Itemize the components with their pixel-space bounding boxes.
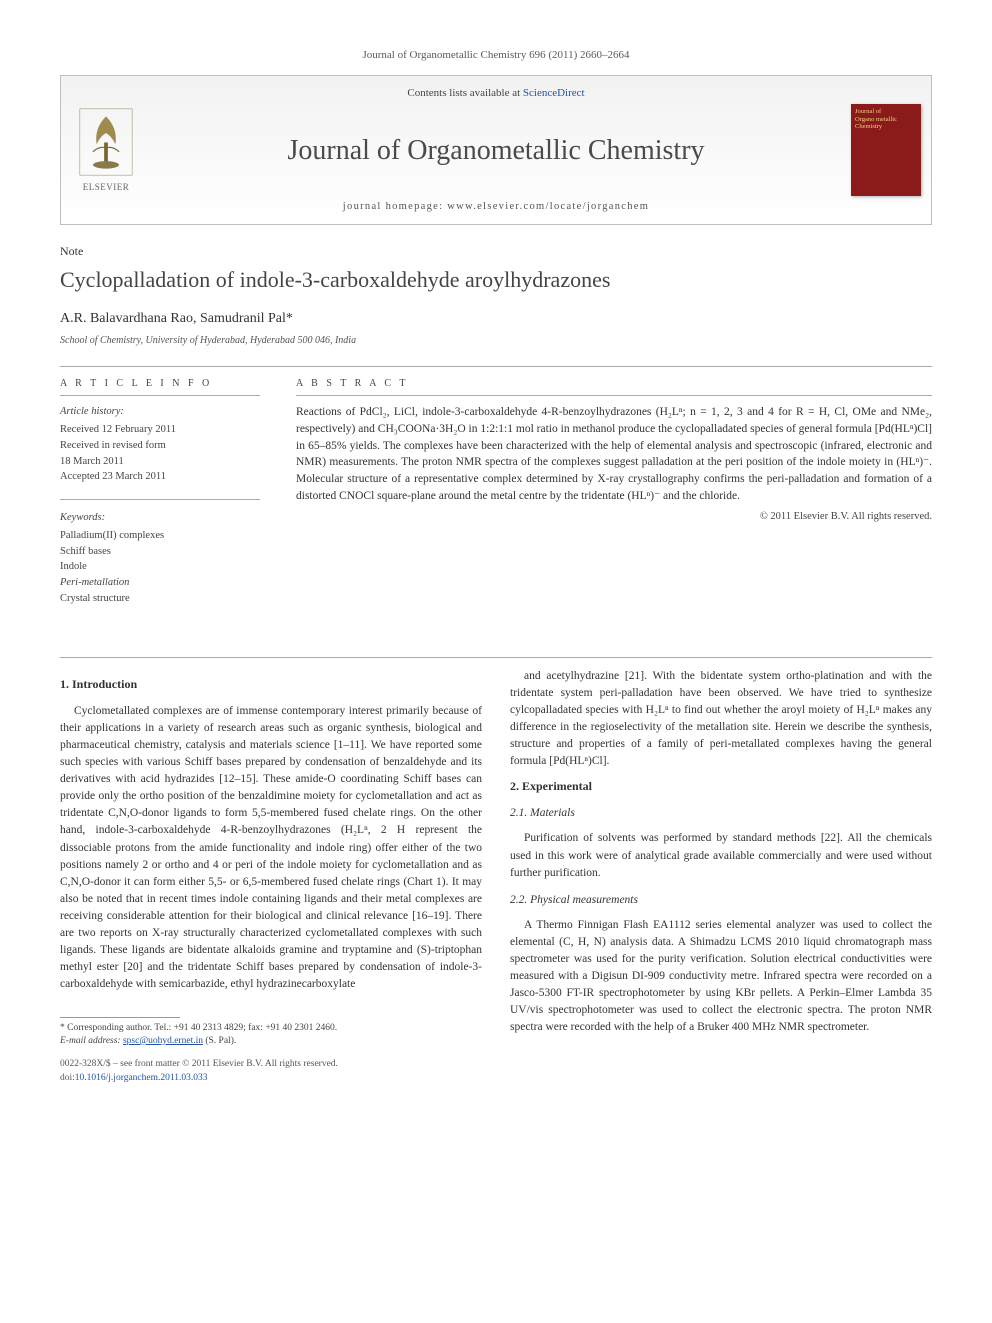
email-link[interactable]: spsc@uohyd.ernet.in (123, 1036, 203, 1046)
article-type-label: Note (60, 243, 932, 260)
paragraph: A Thermo Finnigan Flash EA1112 series el… (510, 917, 932, 1036)
divider (60, 366, 932, 367)
paragraph: Purification of solvents was performed b… (510, 830, 932, 881)
header-center: Contents lists available at ScienceDirec… (151, 76, 841, 224)
front-matter-line: 0022-328X/$ – see front matter © 2011 El… (60, 1058, 482, 1071)
footnote-block: * Corresponding author. Tel.: +91 40 231… (60, 1011, 482, 1049)
keyword: Palladium(II) complexes (60, 528, 260, 544)
contents-prefix: Contents lists available at (407, 87, 522, 99)
corresponding-author: * Corresponding author. Tel.: +91 40 231… (60, 1022, 482, 1035)
subsection-heading-physical: 2.2. Physical measurements (510, 892, 932, 909)
contents-line: Contents lists available at ScienceDirec… (163, 86, 829, 101)
paper-title: Cyclopalladation of indole-3-carboxaldeh… (60, 266, 932, 295)
article-history-block: Article history: Received 12 February 20… (60, 404, 260, 485)
email-line: E-mail address: spsc@uohyd.ernet.in (S. … (60, 1035, 482, 1048)
divider (60, 499, 260, 500)
divider (60, 657, 932, 658)
revised-line-1: Received in revised form (60, 438, 260, 454)
received-date: Received 12 February 2011 (60, 422, 260, 438)
history-label: Article history: (60, 404, 260, 420)
accepted-date: Accepted 23 March 2011 (60, 469, 260, 485)
journal-header-box: ELSEVIER Contents lists available at Sci… (60, 75, 932, 225)
keyword: Indole (60, 559, 260, 575)
abstract-column: A B S T R A C T Reactions of PdCl₂, LiCl… (296, 377, 932, 620)
affiliation: School of Chemistry, University of Hyder… (60, 334, 932, 348)
sciencedirect-link[interactable]: ScienceDirect (523, 87, 585, 99)
paragraph: Cyclometallated complexes are of immense… (60, 703, 482, 992)
doi-link[interactable]: 10.1016/j.jorganchem.2011.03.033 (75, 1073, 208, 1083)
article-info-heading: A R T I C L E I N F O (60, 377, 260, 396)
section-heading-experimental: 2. Experimental (510, 778, 932, 796)
cover-line-3: Chemistry (855, 123, 917, 130)
cover-image: Journal of Organo metallic Chemistry (851, 104, 921, 196)
journal-homepage: journal homepage: www.elsevier.com/locat… (163, 200, 829, 215)
publisher-logo: ELSEVIER (61, 76, 151, 224)
journal-title: Journal of Organometallic Chemistry (163, 131, 829, 170)
cover-line-2: Organo metallic (855, 116, 917, 123)
elsevier-tree-icon (77, 107, 135, 177)
publisher-label: ELSEVIER (83, 181, 130, 194)
abstract-heading: A B S T R A C T (296, 377, 932, 396)
keyword: Schiff bases (60, 544, 260, 560)
homepage-url: www.elsevier.com/locate/jorganchem (447, 201, 649, 212)
email-label: E-mail address: (60, 1036, 121, 1046)
revised-line-2: 18 March 2011 (60, 454, 260, 470)
footer-block: 0022-328X/$ – see front matter © 2011 El… (60, 1058, 482, 1085)
doi-line: doi:10.1016/j.jorganchem.2011.03.033 (60, 1072, 482, 1085)
paragraph: and acetylhydrazine [21]. With the biden… (510, 668, 932, 770)
footnote-rule (60, 1017, 180, 1018)
homepage-prefix: journal homepage: (343, 201, 447, 212)
keywords-label: Keywords: (60, 510, 260, 526)
email-name: (S. Pal). (205, 1036, 236, 1046)
body-text: 1. Introduction Cyclometallated complexe… (60, 668, 932, 1085)
article-info-column: A R T I C L E I N F O Article history: R… (60, 377, 260, 620)
journal-reference: Journal of Organometallic Chemistry 696 … (60, 48, 932, 63)
authors: A.R. Balavardhana Rao, Samudranil Pal* (60, 309, 932, 329)
subsection-heading-materials: 2.1. Materials (510, 805, 932, 822)
abstract-text: Reactions of PdCl₂, LiCl, indole-3-carbo… (296, 404, 932, 504)
doi-prefix: doi: (60, 1073, 75, 1083)
abstract-copyright: © 2011 Elsevier B.V. All rights reserved… (296, 510, 932, 525)
cover-line-1: Journal of (855, 108, 917, 115)
keyword: Crystal structure (60, 591, 260, 607)
keywords-block: Keywords: Palladium(II) complexes Schiff… (60, 510, 260, 607)
keyword: Peri-metallation (60, 575, 260, 591)
section-heading-intro: 1. Introduction (60, 676, 482, 694)
journal-cover-thumb: Journal of Organo metallic Chemistry (841, 76, 931, 224)
